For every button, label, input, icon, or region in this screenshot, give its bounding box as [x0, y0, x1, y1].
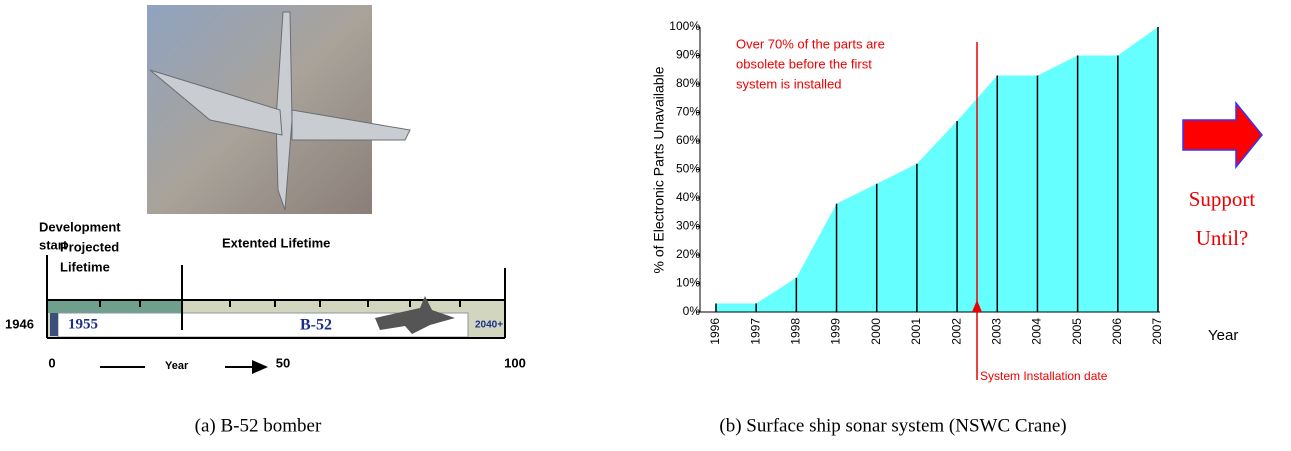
label: Development — [39, 219, 121, 234]
installation-label: System Installation date — [980, 369, 1108, 383]
timeline-ticks — [46, 255, 506, 339]
axis-tick: 50 — [276, 355, 290, 370]
label: Projected — [60, 239, 119, 254]
y-tick-label: 100% — [669, 19, 700, 33]
plane-illustration — [149, 11, 411, 211]
arrow-head — [252, 360, 268, 374]
axis-tick: 0 — [48, 355, 55, 370]
y-tick-label: 10% — [676, 276, 700, 290]
x-tick-label: 2003 — [989, 318, 1003, 345]
y-tick-label: 40% — [676, 190, 700, 204]
x-tick-label: 2005 — [1070, 318, 1084, 345]
aircraft: B-52 — [300, 317, 332, 334]
side-arrow — [1182, 100, 1263, 170]
x-tick-label: 1998 — [789, 318, 803, 345]
plane-silhouette — [375, 296, 455, 334]
x-tick-label: 2004 — [1030, 318, 1044, 345]
y-tick-label: 30% — [676, 219, 700, 233]
area — [716, 27, 1158, 312]
y-tick-label: 50% — [676, 162, 700, 176]
label: Extented Lifetime — [222, 235, 330, 250]
x-tick-label: 2001 — [909, 318, 923, 345]
y-tick-label: 80% — [676, 76, 700, 90]
installation-arrow — [972, 300, 982, 312]
axis-tick: 100 — [504, 355, 526, 370]
label: start — [39, 237, 68, 252]
x-tick-label: 2006 — [1110, 318, 1124, 345]
x-tick-label: 1996 — [708, 318, 722, 345]
y-axis-title: % of Electronic Parts Unavailable — [651, 66, 667, 273]
projected-band — [47, 300, 182, 313]
x-tick-label: 2007 — [1150, 318, 1164, 345]
annotation: system is installed — [736, 76, 841, 91]
x-tick-label: 2002 — [949, 318, 963, 345]
y-tick-label: 70% — [676, 105, 700, 119]
annotation: obsolete before the first — [736, 56, 872, 71]
y-tick-label: 60% — [676, 133, 700, 147]
label: Lifetime — [60, 259, 110, 274]
y-tick-label: 0% — [683, 304, 701, 318]
axis-label: Year — [165, 360, 189, 372]
side-note: Support — [1189, 187, 1256, 211]
end-year: 2040+ — [475, 320, 503, 331]
y-tick-label: 90% — [676, 48, 700, 62]
caption: (a) B-52 bomber — [195, 415, 322, 436]
x-axis-title: Year — [1208, 327, 1238, 344]
y-tick-label: 20% — [676, 247, 700, 261]
dev-bar — [50, 313, 58, 336]
side-note: Until? — [1196, 226, 1249, 250]
annotation: Over 70% of the parts are — [736, 36, 885, 51]
projected-year: 1955 — [68, 316, 98, 332]
caption: (b) Surface ship sonar system (NSWC Cran… — [719, 415, 1066, 436]
x-tick-label: 2000 — [869, 318, 883, 345]
x-tick-label: 1999 — [829, 318, 843, 345]
start-year: 1946 — [5, 316, 34, 331]
x-tick-label: 1997 — [748, 318, 762, 345]
